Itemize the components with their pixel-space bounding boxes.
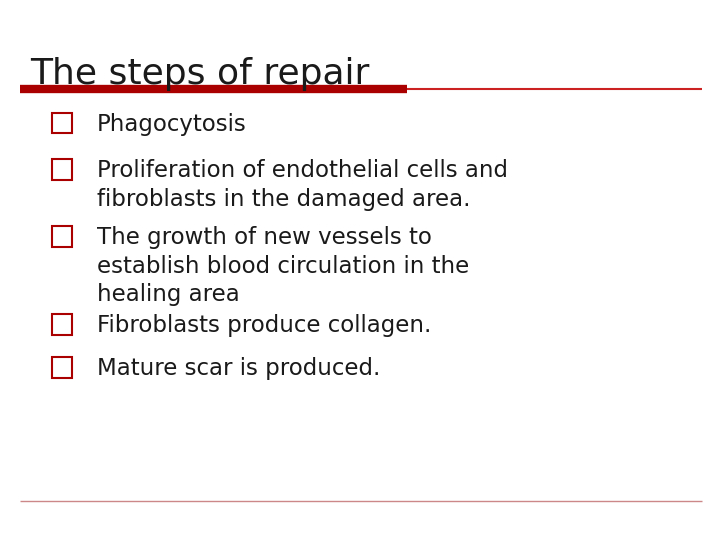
Bar xyxy=(52,314,72,335)
Text: Proliferation of endothelial cells and
fibroblasts in the damaged area.: Proliferation of endothelial cells and f… xyxy=(97,159,508,211)
Text: The steps of repair: The steps of repair xyxy=(30,57,369,91)
Text: Fibroblasts produce collagen.: Fibroblasts produce collagen. xyxy=(97,314,431,338)
Text: Phagocytosis: Phagocytosis xyxy=(97,113,247,136)
Text: Mature scar is produced.: Mature scar is produced. xyxy=(97,357,381,381)
Bar xyxy=(52,357,72,378)
Bar xyxy=(52,226,72,247)
Bar xyxy=(52,159,72,180)
Bar xyxy=(52,113,72,133)
Text: The growth of new vessels to
establish blood circulation in the
healing area: The growth of new vessels to establish b… xyxy=(97,226,469,306)
